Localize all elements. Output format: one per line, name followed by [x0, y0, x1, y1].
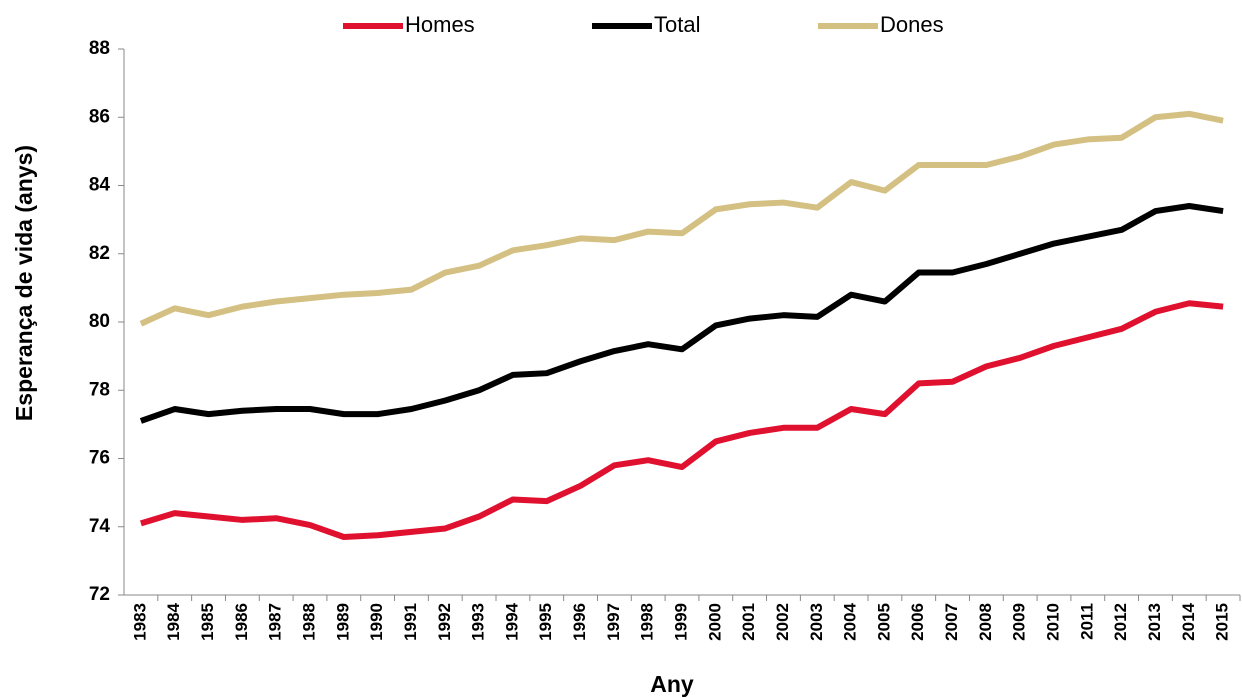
y-tick-label: 78	[89, 379, 110, 400]
x-tick-label: 1993	[469, 603, 488, 641]
x-tick-label: 2003	[807, 603, 826, 641]
x-tick-label: 1994	[502, 602, 521, 640]
x-tick-label: 2008	[976, 603, 995, 641]
y-tick-label: 88	[89, 38, 110, 59]
x-tick-label: 2015	[1213, 603, 1232, 641]
y-tick-label: 80	[89, 311, 110, 332]
legend-label: Dones	[880, 12, 944, 37]
y-tick-label: 74	[89, 516, 111, 537]
x-tick-label: 1987	[266, 603, 285, 641]
y-tick-label: 86	[89, 106, 110, 127]
x-tick-label: 2012	[1111, 603, 1130, 641]
x-tick-label: 1985	[198, 603, 217, 641]
x-tick-label: 2013	[1145, 603, 1164, 641]
x-tick-label: 2005	[874, 603, 893, 641]
x-axis-label: Any	[650, 671, 694, 697]
x-tick-label: 1984	[164, 602, 183, 640]
x-tick-label: 2006	[908, 603, 927, 641]
y-tick-label: 84	[89, 175, 111, 196]
x-tick-label: 1997	[604, 603, 623, 641]
y-axis-label: Esperança de vida (anys)	[11, 145, 37, 421]
x-tick-label: 2000	[705, 603, 724, 641]
x-tick-label: 2002	[773, 603, 792, 641]
y-tick-label: 72	[89, 584, 110, 605]
y-tick-label: 82	[89, 243, 110, 264]
x-tick-label: 2004	[841, 602, 860, 640]
x-tick-label: 2014	[1179, 602, 1198, 640]
x-tick-label: 2007	[942, 603, 961, 641]
x-tick-label: 1991	[401, 603, 420, 641]
x-tick-label: 1998	[638, 603, 657, 641]
x-tick-label: 2009	[1010, 603, 1029, 641]
line-series	[140, 300, 1224, 540]
x-tick-label: 1983	[130, 603, 149, 641]
x-tick-label: 1986	[232, 603, 251, 641]
x-tick-label: 2001	[739, 603, 758, 641]
y-tick-label: 76	[89, 448, 110, 469]
x-tick-label: 1999	[671, 603, 690, 641]
x-tick-label: 2010	[1043, 603, 1062, 641]
line-series	[139, 202, 1224, 424]
x-tick-label: 2011	[1077, 603, 1096, 640]
legend-label: Total	[654, 12, 700, 37]
line-series	[139, 110, 1224, 327]
x-tick-label: 1988	[299, 603, 318, 641]
x-tick-label: 1989	[333, 603, 352, 641]
legend-label: Homes	[405, 12, 475, 37]
x-tick-label: 1992	[435, 603, 454, 641]
x-tick-label: 1996	[570, 603, 589, 641]
x-tick-label: 1990	[367, 603, 386, 641]
x-tick-label: 1995	[536, 603, 555, 641]
